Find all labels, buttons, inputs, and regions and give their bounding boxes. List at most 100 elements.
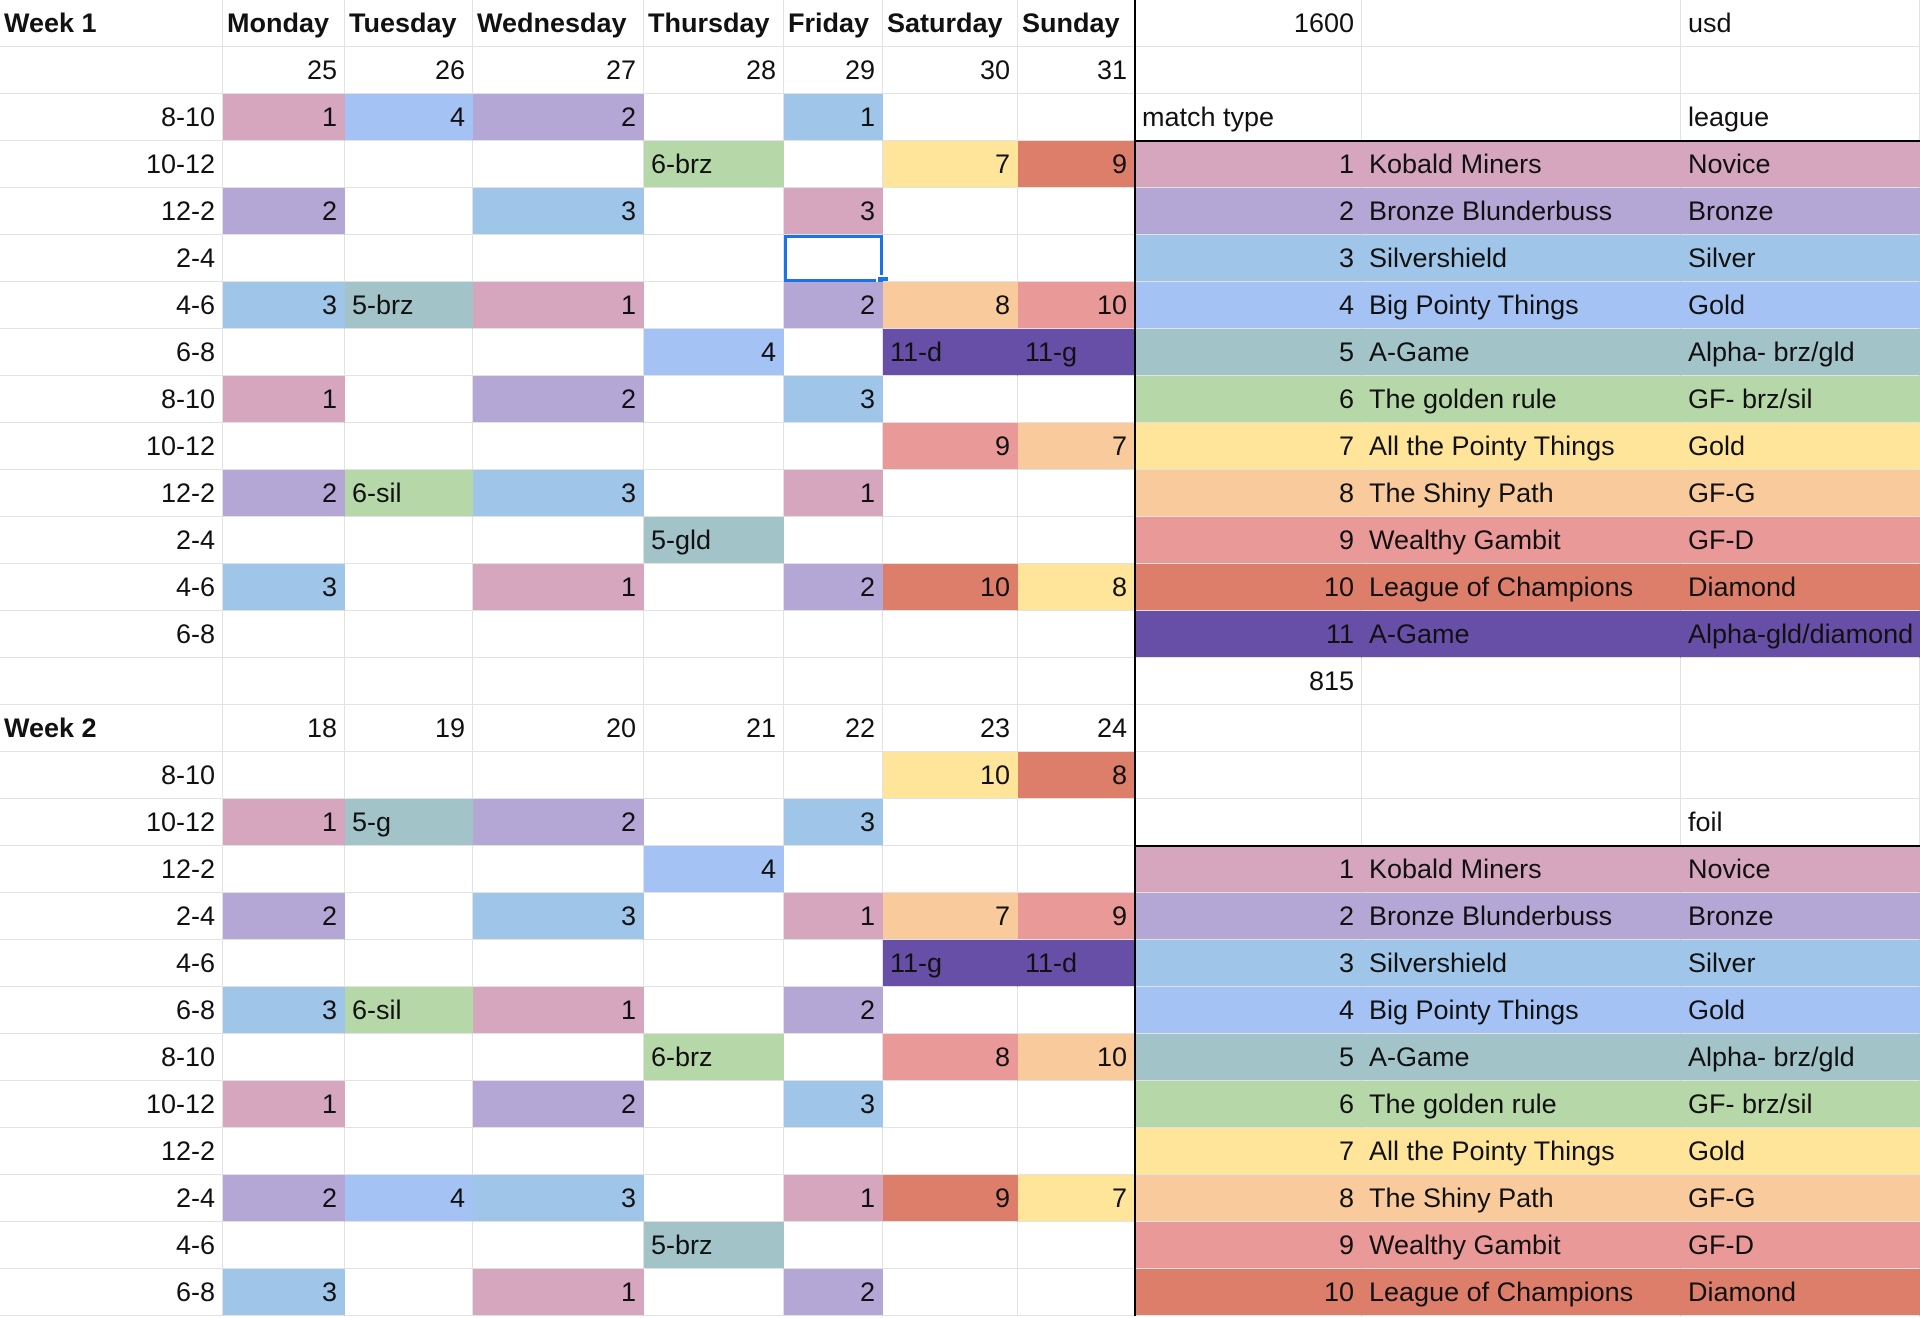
cell[interactable]: 7 <box>883 141 1018 188</box>
cell[interactable]: 2 <box>784 987 883 1034</box>
cell[interactable] <box>1135 47 1362 94</box>
cell[interactable] <box>1362 0 1681 47</box>
cell[interactable]: 1 <box>784 1175 883 1222</box>
cell[interactable]: GF- brz/sil <box>1681 1081 1920 1128</box>
cell[interactable]: Bronze <box>1681 188 1920 235</box>
cell[interactable]: 8-10 <box>0 94 223 141</box>
cell[interactable] <box>883 235 1018 282</box>
cell[interactable]: All the Pointy Things <box>1362 1128 1681 1175</box>
cell[interactable]: 11 <box>1135 611 1362 658</box>
cell[interactable] <box>644 611 784 658</box>
cell[interactable]: 3 <box>784 188 883 235</box>
cell[interactable] <box>473 752 644 799</box>
cell[interactable]: Gold <box>1681 1128 1920 1175</box>
cell[interactable]: 31 <box>1018 47 1135 94</box>
cell[interactable]: Gold <box>1681 423 1920 470</box>
cell[interactable] <box>345 235 473 282</box>
cell[interactable]: 4 <box>1135 282 1362 329</box>
cell[interactable] <box>473 846 644 893</box>
cell[interactable] <box>223 1222 345 1269</box>
cell[interactable] <box>644 1128 784 1175</box>
cell[interactable] <box>1681 658 1920 705</box>
cell[interactable] <box>644 752 784 799</box>
cell[interactable]: 4 <box>644 846 784 893</box>
cell[interactable]: Bronze <box>1681 893 1920 940</box>
cell[interactable]: Silver <box>1681 940 1920 987</box>
cell[interactable]: 10 <box>1135 1269 1362 1316</box>
cell[interactable] <box>883 799 1018 846</box>
cell[interactable]: 1 <box>1135 846 1362 893</box>
cell[interactable] <box>345 1128 473 1175</box>
cell[interactable] <box>473 940 644 987</box>
cell[interactable]: 4-6 <box>0 282 223 329</box>
cell[interactable] <box>1018 1269 1135 1316</box>
cell[interactable] <box>784 1128 883 1175</box>
cell[interactable]: 2 <box>784 1269 883 1316</box>
cell[interactable] <box>1135 799 1362 846</box>
cell[interactable] <box>644 1175 784 1222</box>
cell[interactable]: Bronze Blunderbuss <box>1362 188 1681 235</box>
cell[interactable] <box>784 611 883 658</box>
cell[interactable]: 3 <box>1135 940 1362 987</box>
cell[interactable]: 9 <box>883 423 1018 470</box>
cell[interactable]: 2 <box>473 94 644 141</box>
cell[interactable]: 9 <box>1135 517 1362 564</box>
cell[interactable]: 3 <box>223 1269 345 1316</box>
cell[interactable]: 1 <box>223 376 345 423</box>
cell[interactable] <box>345 423 473 470</box>
cell[interactable]: 4 <box>1135 987 1362 1034</box>
cell[interactable]: GF- brz/sil <box>1681 376 1920 423</box>
cell[interactable]: 8 <box>883 1034 1018 1081</box>
cell[interactable]: Alpha- brz/gld <box>1681 329 1920 376</box>
cell[interactable]: 2-4 <box>0 517 223 564</box>
cell[interactable]: 3 <box>223 564 345 611</box>
cell[interactable]: 9 <box>1135 1222 1362 1269</box>
cell[interactable]: league <box>1681 94 1920 141</box>
cell[interactable]: 12-2 <box>0 1128 223 1175</box>
cell[interactable]: 10 <box>1018 282 1135 329</box>
cell[interactable]: Week 1 <box>0 0 223 47</box>
cell[interactable]: A-Game <box>1362 611 1681 658</box>
cell[interactable]: Kobald Miners <box>1362 141 1681 188</box>
cell[interactable]: Thursday <box>644 0 784 47</box>
cell[interactable] <box>473 1128 644 1175</box>
cell[interactable]: Wealthy Gambit <box>1362 517 1681 564</box>
cell[interactable]: 21 <box>644 705 784 752</box>
cell[interactable]: 6-8 <box>0 329 223 376</box>
cell[interactable]: 2-4 <box>0 893 223 940</box>
cell[interactable] <box>784 846 883 893</box>
cell[interactable] <box>1362 799 1681 846</box>
cell[interactable] <box>223 423 345 470</box>
cell[interactable]: 5-g <box>345 799 473 846</box>
cell[interactable] <box>345 1034 473 1081</box>
cell[interactable] <box>223 517 345 564</box>
cell[interactable]: 8 <box>883 282 1018 329</box>
cell[interactable]: League of Champions <box>1362 564 1681 611</box>
cell[interactable] <box>784 141 883 188</box>
cell[interactable] <box>345 1222 473 1269</box>
cell[interactable] <box>1135 705 1362 752</box>
cell[interactable]: 4 <box>345 1175 473 1222</box>
cell[interactable] <box>1681 705 1920 752</box>
cell[interactable]: 3 <box>223 282 345 329</box>
cell[interactable]: 4 <box>345 94 473 141</box>
cell[interactable] <box>223 141 345 188</box>
cell[interactable]: 19 <box>345 705 473 752</box>
cell[interactable]: 12-2 <box>0 470 223 517</box>
cell[interactable]: 3 <box>473 1175 644 1222</box>
cell[interactable] <box>644 282 784 329</box>
cell[interactable]: 4 <box>644 329 784 376</box>
cell[interactable]: Friday <box>784 0 883 47</box>
cell[interactable]: GF-D <box>1681 1222 1920 1269</box>
cell[interactable] <box>644 940 784 987</box>
cell[interactable]: 11-d <box>883 329 1018 376</box>
cell[interactable]: 6-8 <box>0 987 223 1034</box>
cell[interactable] <box>644 235 784 282</box>
cell[interactable] <box>223 658 345 705</box>
cell[interactable]: 8-10 <box>0 1034 223 1081</box>
cell[interactable] <box>644 893 784 940</box>
cell[interactable]: 1 <box>223 799 345 846</box>
cell[interactable]: 1600 <box>1135 0 1362 47</box>
cell[interactable]: Week 2 <box>0 705 223 752</box>
cell[interactable] <box>473 423 644 470</box>
